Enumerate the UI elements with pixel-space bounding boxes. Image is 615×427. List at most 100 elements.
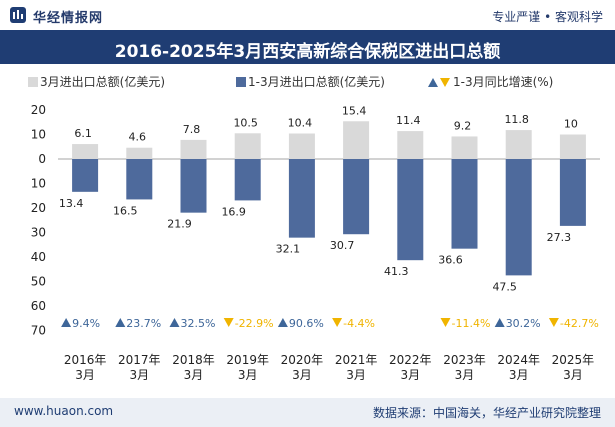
bars [72, 121, 586, 276]
x-tick-label: 3月 [563, 368, 583, 382]
growth-rate-label: 90.6% [289, 317, 324, 330]
legend-swatch-1 [236, 77, 246, 87]
growth-up-icon [61, 318, 72, 327]
growth-rate-label: -22.9% [235, 317, 274, 330]
x-tick-label: 2016年 [64, 353, 107, 367]
legend-label-2: 1-3月同比增速(%) [453, 75, 553, 89]
legend-label-1: 1-3月进出口总额(亿美元) [248, 74, 385, 89]
bar-march [126, 147, 153, 159]
growth-rate-label: 23.7% [126, 317, 161, 330]
bar-q1 [234, 159, 261, 201]
x-tick-label: 3月 [400, 368, 420, 382]
bar-march [559, 134, 586, 159]
legend-up-triangle-icon [428, 78, 438, 87]
growth-up-icon [115, 318, 126, 327]
x-tick-label: 3月 [238, 368, 258, 382]
bar-q1 [397, 159, 424, 261]
bar-q1 [505, 159, 532, 276]
growth-rate-label: 32.5% [181, 317, 216, 330]
growth-rates: 9.4% 23.7% 32.5% -22.9% 90.6% -4.4% -11.4% 30.2… [61, 317, 599, 330]
bar-march [343, 121, 370, 159]
growth-up-icon [277, 318, 288, 327]
y-tick-label: 60 [31, 299, 46, 313]
bar-q1 [451, 159, 478, 249]
bar-march [451, 136, 478, 159]
bar-q1 [126, 159, 153, 200]
y-tick-label: 40 [31, 250, 46, 264]
growth-down-icon [440, 318, 451, 327]
y-tick-label: 50 [31, 275, 46, 289]
bar-q1-label: 16.5 [113, 204, 138, 217]
bar-q1 [288, 159, 315, 238]
bar-march-label: 7.8 [183, 123, 201, 136]
bar-march [288, 133, 315, 159]
x-tick-label: 3月 [129, 368, 149, 382]
growth-rate-label: 9.4% [72, 317, 100, 330]
bar-q1-label: 27.3 [547, 231, 572, 244]
bar-march-label: 9.2 [454, 119, 472, 132]
x-tick-label: 3月 [455, 368, 475, 382]
title-band [0, 30, 615, 64]
x-tick-label: 2017年 [118, 353, 161, 367]
huajing-logo-icon [10, 7, 26, 23]
data-source: 数据来源：中国海关，华经产业研究院整理 [372, 406, 601, 420]
x-tick-label: 3月 [75, 368, 95, 382]
x-tick-label: 2021年 [335, 353, 378, 367]
bar-q1 [559, 159, 586, 226]
site-name: 华经情报网 [33, 11, 104, 26]
bar-q1-label: 16.9 [221, 205, 246, 218]
x-tick-label: 2020年 [281, 353, 324, 367]
growth-rate-label: -11.4% [452, 317, 491, 330]
bar-q1-label: 13.4 [59, 197, 84, 210]
chart-title: 2016-2025年3月西安高新综合保税区进出口总额 [114, 42, 501, 62]
bar-q1-label: 32.1 [276, 243, 301, 256]
growth-up-icon [169, 318, 180, 327]
legend-down-triangle-icon [440, 78, 450, 87]
bar-march [397, 131, 424, 159]
x-tick-label: 2019年 [226, 353, 269, 367]
bar-march [180, 139, 207, 159]
bar-march-label: 10.4 [288, 117, 313, 130]
y-tick-label: 10 [31, 177, 46, 191]
data-labels: 6.1 13.4 4.6 16.5 7.8 21.9 10.5 16.9 10.4 32.1 15.… [59, 104, 578, 293]
website-link[interactable]: www.huaon.com [14, 404, 114, 418]
legend-label-0: 3月进出口总额(亿美元) [40, 74, 165, 89]
bar-march-label: 11.4 [396, 114, 421, 127]
y-tick-label: 10 [31, 128, 46, 142]
bar-q1-label: 36.6 [438, 254, 463, 267]
bar-q1-label: 47.5 [492, 280, 517, 293]
x-tick-label: 2022年 [389, 353, 432, 367]
x-tick-label: 2025年 [552, 353, 595, 367]
bar-march-label: 6.1 [74, 127, 92, 140]
x-tick-label: 2023年 [443, 353, 486, 367]
growth-rate-label: -4.4% [343, 317, 375, 330]
bar-q1 [343, 159, 370, 235]
bar-march-label: 4.6 [129, 131, 147, 144]
footer [0, 398, 615, 427]
bar-q1 [180, 159, 207, 213]
y-tick-label: 20 [31, 201, 46, 215]
x-tick-label: 2018年 [172, 353, 215, 367]
top-bar: 华经情报网 专业严谨 • 客观科学 [0, 0, 615, 30]
growth-rate-label: -42.7% [560, 317, 599, 330]
legend-swatch-0 [28, 77, 38, 87]
y-tick-label: 30 [31, 226, 46, 240]
bar-q1-label: 41.3 [384, 265, 409, 278]
bar-march [505, 130, 532, 159]
x-tick-label: 2024年 [497, 353, 540, 367]
growth-down-icon [332, 318, 343, 327]
chart: 3月进出口总额(亿美元) 1-3月进出口总额(亿美元) 1-3月同比增速(%) 20… [28, 74, 600, 382]
x-tick-label: 3月 [346, 368, 366, 382]
y-tick-label: 20 [31, 103, 46, 117]
y-tick-label: 70 [31, 324, 46, 338]
bar-march [234, 133, 261, 159]
bar-march-label: 15.4 [342, 104, 367, 117]
bar-march-label: 11.8 [504, 113, 529, 126]
x-axis-labels: 2016年3月2017年3月2018年3月2019年3月2020年3月2021年… [64, 353, 594, 382]
x-tick-label: 3月 [509, 368, 529, 382]
legend: 3月进出口总额(亿美元) 1-3月进出口总额(亿美元) 1-3月同比增速(%) [28, 74, 553, 89]
growth-down-icon [548, 318, 559, 327]
growth-up-icon [494, 318, 505, 327]
growth-rate-label: 30.2% [506, 317, 541, 330]
